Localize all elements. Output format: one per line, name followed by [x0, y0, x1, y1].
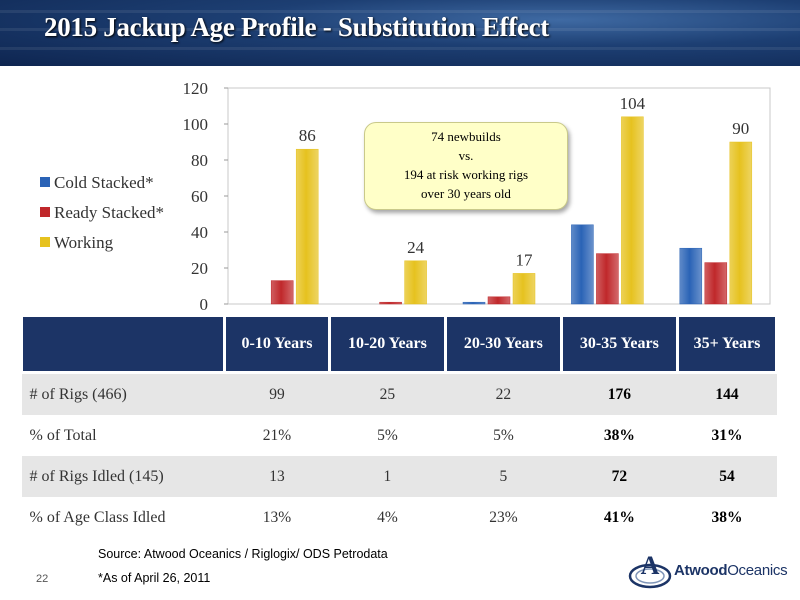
col-header: 10-20 Years — [327, 314, 447, 374]
y-tick-label: 0 — [200, 295, 209, 314]
table-cell: 21% — [262, 426, 292, 444]
col-header: 0-10 Years — [223, 314, 331, 374]
table-cell: 25 — [329, 372, 446, 415]
row-label: % of Age Class Idled — [29, 508, 166, 526]
logo-word-regular: Oceanics — [727, 562, 788, 579]
table-cell: 38% — [603, 426, 635, 444]
table-cell: 99 — [224, 372, 330, 415]
bar-cold-stacked — [571, 224, 594, 305]
table-header-row: 0-10 Years 10-20 Years 20-30 Years 30-35… — [20, 314, 779, 374]
y-tick-label: 60 — [191, 187, 208, 206]
bar-cold-stacked — [462, 301, 486, 305]
table-cell: 1 — [329, 456, 446, 497]
age-profile-table: 0-10 Years 10-20 Years 20-30 Years 30-35… — [20, 314, 779, 538]
row-label: # of Rigs Idled (145) — [21, 456, 225, 497]
table-cell: 5 — [445, 456, 562, 497]
legend-label: Cold Stacked* — [54, 173, 154, 192]
table-cell: 5% — [377, 426, 398, 444]
legend-swatch — [40, 207, 50, 217]
bar-cold-stacked — [679, 247, 703, 305]
bar-working — [512, 273, 536, 305]
callout-line-1: 74 newbuilds — [431, 129, 501, 144]
legend-label: Working — [54, 233, 114, 252]
bar-ready-stacked — [596, 253, 619, 305]
table-cell: 5% — [493, 426, 514, 444]
bar-working — [621, 116, 644, 305]
newbuild-callout: 74 newbuilds vs. 194 at risk working rig… — [364, 122, 568, 210]
logo-word-bold: Atwood — [674, 562, 728, 579]
table-row: # of Rigs (466) 99 25 22 176 144 — [21, 372, 777, 415]
legend-swatch — [40, 177, 50, 187]
bar-working — [295, 148, 319, 305]
col-header: 20-30 Years — [443, 314, 563, 374]
callout-line-3: 194 at risk working rigs — [403, 167, 529, 182]
data-label: 24 — [407, 238, 425, 257]
col-header: 35+ Years — [675, 314, 779, 374]
bar-ready-stacked — [704, 262, 728, 305]
table-cell: 13% — [262, 508, 292, 526]
bar-chart: 0 20 40 60 80 100 120 86 24 17 104 90 Cold Stacked* R… — [40, 79, 771, 314]
table-cell: 13 — [224, 456, 330, 497]
data-label: 104 — [620, 94, 646, 113]
y-tick-label: 20 — [191, 259, 208, 278]
table-cell: 23% — [489, 508, 518, 526]
table-row: % of Total 21% 5% 5% 38% 31% — [22, 415, 777, 456]
bar-ready-stacked — [270, 280, 294, 305]
row-label: # of Rigs (466) — [21, 372, 225, 415]
anchor-logo-icon: A — [628, 551, 672, 589]
table-cell: 22 — [445, 372, 562, 415]
y-tick-label: 100 — [183, 115, 209, 134]
table-cell: 72 — [561, 456, 678, 497]
table-cell: 176 — [561, 372, 678, 415]
logo-wordmark: AtwoodOceanics — [674, 562, 788, 579]
source-note: Source: Atwood Oceanics / Riglogix/ ODS … — [98, 547, 388, 561]
bar-ready-stacked — [379, 301, 402, 305]
y-tick-label: 80 — [191, 151, 208, 170]
table-cell: 4% — [377, 508, 398, 526]
table-corner — [20, 314, 226, 374]
y-tick-label: 40 — [191, 223, 208, 242]
bar-ready-stacked — [487, 296, 511, 305]
page-number: 22 — [36, 573, 49, 585]
as-of-note: *As of April 26, 2011 — [98, 571, 211, 585]
table-cell: 38% — [711, 508, 743, 526]
title-banner: 2015 Jackup Age Profile - Substitution E… — [0, 0, 800, 66]
table-cell: 54 — [677, 456, 777, 497]
row-label: % of Total — [29, 426, 97, 444]
legend-swatch — [40, 237, 50, 247]
callout-line-2: vs. — [458, 148, 474, 163]
atwood-logo: A AtwoodOceanics — [628, 550, 788, 592]
legend-label: Ready Stacked* — [54, 203, 164, 222]
data-label: 90 — [732, 119, 749, 138]
data-label: 86 — [299, 126, 316, 145]
col-header: 30-35 Years — [559, 314, 679, 374]
table-cell: 144 — [677, 372, 777, 415]
table-cell: 41% — [603, 508, 635, 526]
logo-mark: A — [641, 551, 660, 580]
bar-working — [404, 260, 427, 305]
data-label: 17 — [516, 250, 534, 269]
callout-line-4: over 30 years old — [421, 186, 511, 201]
page-title: 2015 Jackup Age Profile - Substitution E… — [44, 12, 549, 42]
table-cell: 31% — [711, 426, 743, 444]
y-tick-label: 120 — [183, 79, 209, 98]
table-row: % of Age Class Idled 13% 4% 23% 41% 38% — [22, 497, 777, 538]
table-row: # of Rigs Idled (145) 13 1 5 72 54 — [21, 456, 777, 497]
bar-working — [729, 141, 753, 305]
